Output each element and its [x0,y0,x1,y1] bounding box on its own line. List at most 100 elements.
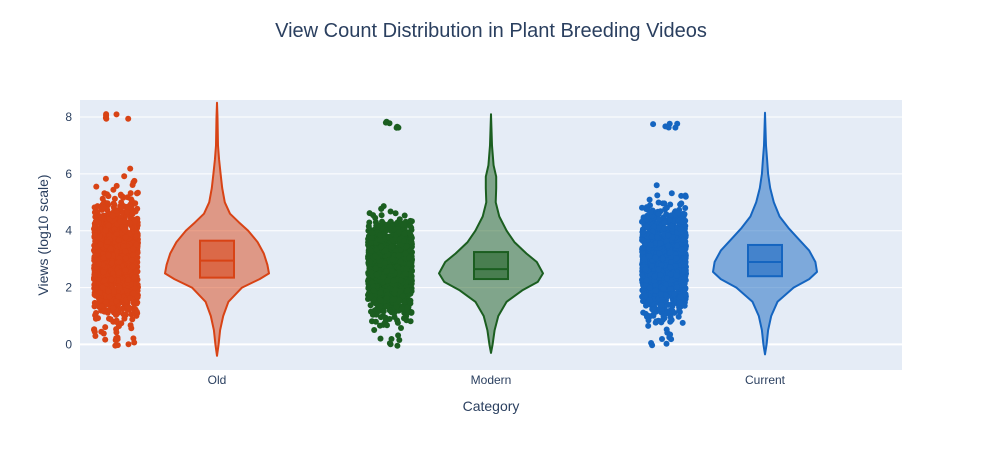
data-point [100,204,107,211]
data-point [644,223,650,230]
data-point [679,218,686,225]
data-point [369,229,376,236]
data-point [122,218,128,225]
box-modern [473,251,509,281]
data-point [95,260,102,267]
data-point [378,212,385,219]
x-tick-label: Modern [471,373,512,387]
data-point [404,304,411,311]
data-point [643,277,650,284]
data-point [394,123,401,130]
data-point [92,272,98,279]
data-point [122,248,129,255]
data-point [108,276,115,283]
data-point [676,307,683,314]
data-point [401,212,408,219]
data-point [384,277,391,284]
data-point [388,336,395,342]
data-point [365,223,372,230]
data-point [404,287,411,294]
data-point [659,255,666,262]
data-point [408,239,415,246]
data-point [378,314,384,321]
data-point [93,183,100,190]
x-tick-labels: Old Modern Current [208,373,786,387]
data-point [129,182,136,188]
data-point [681,267,688,274]
data-point [91,326,98,333]
data-point [368,247,374,254]
data-point [397,258,404,265]
data-point [127,295,133,302]
data-point [377,335,384,342]
data-point [116,269,122,276]
data-point [396,229,402,236]
data-point [654,234,661,241]
data-point [96,297,103,304]
data-point [387,208,394,215]
data-point [131,299,138,306]
data-point [408,309,415,316]
data-point [380,308,387,315]
data-point [390,277,397,284]
x-tick-label: Old [208,373,227,387]
data-point [397,288,404,295]
data-point [116,284,123,291]
data-point [115,259,122,265]
data-point [122,234,129,241]
data-point [92,218,99,225]
data-point [127,165,134,172]
data-point [109,212,116,219]
data-point [113,319,120,325]
data-point [678,200,685,207]
data-point [640,298,646,305]
data-point [104,191,110,198]
data-point [652,254,659,261]
data-point [108,260,115,267]
data-point [113,231,120,237]
data-point [653,182,660,189]
data-point [658,291,664,298]
data-point [396,337,403,343]
data-point [372,265,379,272]
data-point [102,324,109,331]
data-point [655,317,662,324]
data-point [92,204,99,211]
data-point [395,252,402,259]
data-point [378,205,385,212]
data-point [682,255,689,262]
data-point [133,241,140,248]
data-point [373,221,380,228]
data-point [110,288,117,295]
data-point [365,284,372,291]
data-point [98,328,105,335]
data-point [388,309,395,316]
data-point [101,308,108,315]
data-point [100,254,107,261]
data-point [102,175,109,182]
data-point [104,239,111,245]
y-tick-label: 2 [65,281,72,295]
data-point [117,218,124,225]
data-point [401,238,407,244]
data-point [109,252,116,259]
data-point [113,311,120,318]
y-tick-label: 8 [65,110,72,124]
data-point [377,236,384,243]
data-point [681,282,688,288]
data-point [639,204,645,211]
data-point [639,218,645,225]
data-point [646,297,653,303]
data-point [657,240,664,247]
data-point [131,274,138,281]
data-point [91,303,98,310]
data-point [680,210,687,217]
data-point [102,227,109,234]
data-point [646,284,653,291]
data-point [129,210,136,217]
data-point [673,272,680,279]
data-point [657,272,664,278]
data-point [389,296,396,303]
data-point [650,312,657,319]
